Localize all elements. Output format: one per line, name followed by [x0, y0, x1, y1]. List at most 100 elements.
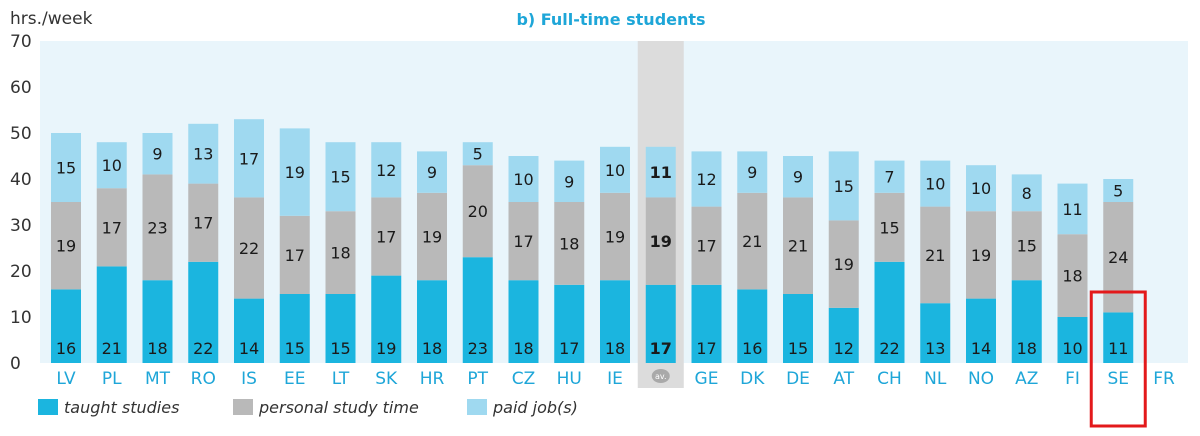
bar-segment — [325, 294, 356, 363]
data-label: 15 — [285, 339, 305, 358]
data-label: 19 — [650, 232, 672, 251]
x-tick-label: SE — [1107, 369, 1129, 389]
y-tick-label: 50 — [10, 124, 32, 144]
data-label: 14 — [239, 339, 259, 358]
legend-swatch — [233, 399, 253, 415]
legend-swatch — [38, 399, 58, 415]
bar-segment — [279, 294, 310, 363]
bar-segment — [325, 142, 356, 212]
x-tick-label: HU — [557, 369, 582, 389]
bar-segment — [783, 197, 813, 294]
x-tick-label: RO — [191, 369, 216, 389]
bar-segment — [371, 197, 402, 276]
x-tick-label: IE — [607, 369, 623, 389]
y-axis: 0 10 20 30 40 50 60 70 — [10, 32, 32, 374]
data-label: 22 — [193, 339, 213, 358]
data-label: 19 — [422, 228, 442, 247]
bar-segment — [462, 142, 493, 166]
legend-label: personal study time — [258, 398, 419, 417]
bar-segment — [645, 284, 676, 363]
data-label: 9 — [793, 168, 803, 187]
bar-segment — [279, 215, 310, 294]
bars-group: 16 19 15 21 17 10 18 23 9 22 17 13 14 22 17 15 17 19 15 18 1… — [51, 119, 1134, 363]
data-label: 18 — [605, 339, 625, 358]
data-label: 17 — [696, 339, 716, 358]
bar-segment — [783, 156, 813, 198]
bar-segment — [874, 160, 905, 193]
bar-segment — [508, 280, 539, 363]
data-label: 18 — [330, 244, 350, 263]
bar-segment — [188, 183, 219, 262]
data-label: 9 — [152, 145, 162, 164]
bar-segment — [279, 128, 310, 216]
data-label: 17 — [559, 339, 579, 358]
x-tick-label: MT — [145, 369, 171, 389]
data-label: 15 — [788, 339, 808, 358]
bar-segment — [691, 206, 722, 285]
data-label: 11 — [1108, 339, 1128, 358]
y-tick-label: 70 — [10, 32, 32, 52]
bar-segment — [234, 197, 264, 299]
bar-segment — [371, 142, 402, 198]
x-tick-label: DK — [740, 369, 765, 389]
data-label: 11 — [1062, 200, 1082, 219]
bar-segment — [600, 192, 630, 281]
x-tick-label: NL — [924, 369, 947, 389]
data-label: 23 — [468, 339, 488, 358]
data-label: 7 — [884, 168, 894, 187]
data-label: 9 — [564, 172, 574, 191]
y-tick-label: 60 — [10, 78, 32, 98]
bar-segment — [234, 119, 264, 198]
data-label: 5 — [473, 145, 483, 164]
x-tick-label: CZ — [512, 369, 536, 389]
legend-label: taught studies — [64, 398, 179, 417]
data-label: 5 — [1113, 182, 1123, 201]
data-label: 16 — [56, 339, 76, 358]
data-label: 10 — [102, 156, 122, 175]
data-label: 19 — [285, 163, 305, 182]
bar-segment — [920, 160, 951, 207]
bar-segment — [966, 211, 996, 299]
bar-segment — [874, 192, 905, 262]
x-tick-label: LV — [56, 369, 76, 389]
data-label: 18 — [147, 339, 167, 358]
bar-segment — [645, 197, 676, 285]
y-tick-label: 10 — [10, 308, 32, 328]
bar-segment — [737, 192, 768, 290]
bar-segment — [96, 188, 127, 267]
data-label: 17 — [102, 218, 122, 237]
bar-segment — [188, 123, 219, 184]
data-label: 16 — [742, 339, 762, 358]
data-label: 15 — [834, 177, 854, 196]
bar-segment — [417, 192, 447, 281]
x-tick-label: AT — [833, 369, 854, 389]
data-label: 23 — [147, 218, 167, 237]
bar-segment — [462, 257, 493, 363]
bar-segment — [462, 165, 493, 258]
bar-segment — [371, 275, 402, 363]
data-label: 22 — [879, 339, 899, 358]
data-label: 10 — [1062, 339, 1082, 358]
data-label: 18 — [422, 339, 442, 358]
data-label: 20 — [468, 202, 488, 221]
bar-segment — [783, 294, 813, 363]
data-label: 19 — [971, 246, 991, 265]
data-label: 10 — [513, 170, 533, 189]
bar-segment — [645, 146, 676, 198]
data-label: 18 — [513, 339, 533, 358]
data-label: 17 — [285, 246, 305, 265]
bar-segment — [1103, 202, 1134, 313]
bar-segment — [417, 280, 447, 363]
x-tick-label: GE — [695, 369, 719, 389]
bar-segment — [828, 307, 859, 363]
bar-segment — [828, 151, 859, 221]
data-label: 19 — [56, 237, 76, 256]
x-tick-label: CH — [877, 369, 902, 389]
x-tick-label: PT — [467, 369, 488, 389]
data-label: 15 — [879, 218, 899, 237]
bar-segment — [554, 160, 585, 202]
bar-segment — [554, 202, 585, 285]
data-label: 8 — [1022, 184, 1032, 203]
data-label: 10 — [925, 175, 945, 194]
